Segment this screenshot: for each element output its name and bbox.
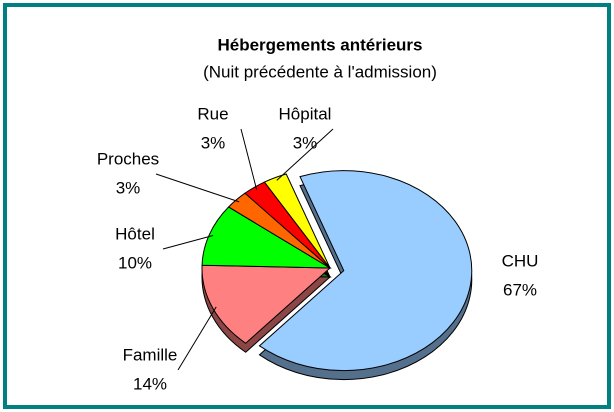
- leader-line: [162, 234, 214, 250]
- slice-value-label: 14%: [133, 374, 167, 393]
- pie-slice: [201, 206, 332, 269]
- slice-value-label: 10%: [118, 253, 152, 272]
- pie-slice: [258, 170, 473, 372]
- slice-label: Hôpital: [279, 104, 332, 123]
- leader-line: [177, 306, 217, 371]
- slice-label: Hôtel: [115, 224, 155, 243]
- leader-line: [276, 128, 334, 181]
- leader-line: [240, 128, 258, 190]
- slice-value-label: 67%: [503, 280, 537, 299]
- slice-label: CHU: [502, 251, 539, 270]
- slice-value-label: 3%: [116, 178, 141, 197]
- leader-line: [155, 173, 240, 203]
- chart-title: Hébergements antérieurs: [217, 35, 422, 54]
- slice-value-label: 3%: [293, 133, 318, 152]
- pie-slice: [201, 264, 332, 344]
- pie-slice: [263, 173, 331, 269]
- slice-label: Proches: [97, 149, 159, 168]
- slice-value-label: 3%: [201, 133, 226, 152]
- chart-subtitle: (Nuit précédente à l'admission): [203, 62, 437, 81]
- slice-label: Rue: [197, 104, 228, 123]
- slice-label: Famille: [123, 345, 178, 364]
